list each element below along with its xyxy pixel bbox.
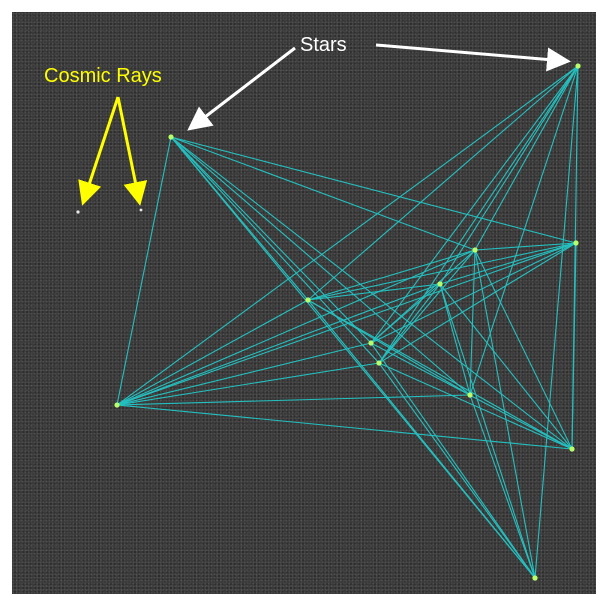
star-connection-line: [378, 249, 476, 364]
star-connection-line: [116, 342, 372, 406]
star-connection-line: [474, 242, 577, 251]
star-connection-line: [116, 283, 441, 406]
cosmic-ray-arrow-left: [78, 96, 120, 206]
star-connection-line: [307, 249, 476, 301]
star-marker: [569, 446, 575, 452]
star-marker: [472, 247, 478, 253]
star-connection-line: [439, 283, 471, 396]
star-marker: [467, 392, 473, 398]
star-connection-line: [116, 394, 471, 406]
star-connection-line: [307, 242, 577, 301]
star-marker: [573, 240, 579, 246]
star-connection-line: [534, 65, 579, 579]
star-connection-line: [439, 242, 577, 285]
star-connection-line: [378, 65, 579, 364]
star-connection-line: [116, 249, 476, 406]
star-marker: [437, 281, 443, 287]
star-connection-line: [307, 283, 441, 301]
star-connection-line: [307, 65, 579, 301]
star-marker: [376, 360, 382, 366]
star-connection-line: [116, 242, 577, 406]
star-connection-line: [439, 65, 579, 285]
star-connection-line: [370, 342, 536, 579]
star-connection-line: [474, 249, 536, 579]
star-connection-line: [571, 242, 577, 450]
star-connection-line: [116, 404, 573, 450]
star-marker: [368, 340, 374, 346]
cosmic-rays-label: Cosmic Rays: [44, 65, 162, 87]
stars-arrow-left: [187, 46, 296, 131]
star-marker: [575, 63, 581, 69]
star-connection-line: [439, 283, 536, 579]
star-connection-line: [469, 394, 536, 579]
star-connection-line: [378, 362, 573, 450]
star-connection-lines: [116, 65, 579, 579]
star-connection-line: [116, 136, 172, 406]
star-marker: [532, 575, 538, 581]
star-connection-line: [116, 362, 380, 406]
cosmic-ray-arrow-right: [116, 96, 148, 206]
star-connection-line: [170, 136, 309, 301]
star-connection-line: [378, 283, 441, 364]
stars-arrow-right: [375, 43, 571, 72]
star-field-image: [12, 12, 596, 594]
star-connection-line: [170, 136, 372, 344]
cosmic-ray-speck: [139, 208, 143, 212]
star-marker: [168, 134, 174, 140]
star-connection-line: [474, 249, 573, 450]
star-connection-line: [170, 136, 380, 364]
star-connection-line: [116, 299, 309, 406]
stars-label: Stars: [300, 34, 347, 56]
star-connection-line: [307, 299, 536, 579]
star-connection-line: [469, 249, 476, 396]
star-connection-line: [439, 283, 573, 450]
star-connection-line: [170, 136, 573, 450]
star-marker: [114, 402, 120, 408]
star-connection-line: [370, 65, 579, 344]
cosmic-ray-speck: [76, 210, 80, 214]
star-connection-line: [170, 136, 476, 251]
star-connection-line: [170, 136, 471, 396]
star-markers: [114, 63, 581, 581]
star-marker: [305, 297, 311, 303]
star-connection-line: [378, 242, 577, 364]
star-connection-line: [469, 65, 579, 396]
star-connection-line: [116, 65, 579, 406]
star-connection-line: [307, 299, 573, 450]
star-connection-line: [170, 136, 577, 244]
star-connection-line: [378, 362, 536, 579]
star-connection-line: [474, 65, 579, 251]
star-connection-line: [370, 283, 441, 344]
star-connection-line: [307, 299, 471, 396]
